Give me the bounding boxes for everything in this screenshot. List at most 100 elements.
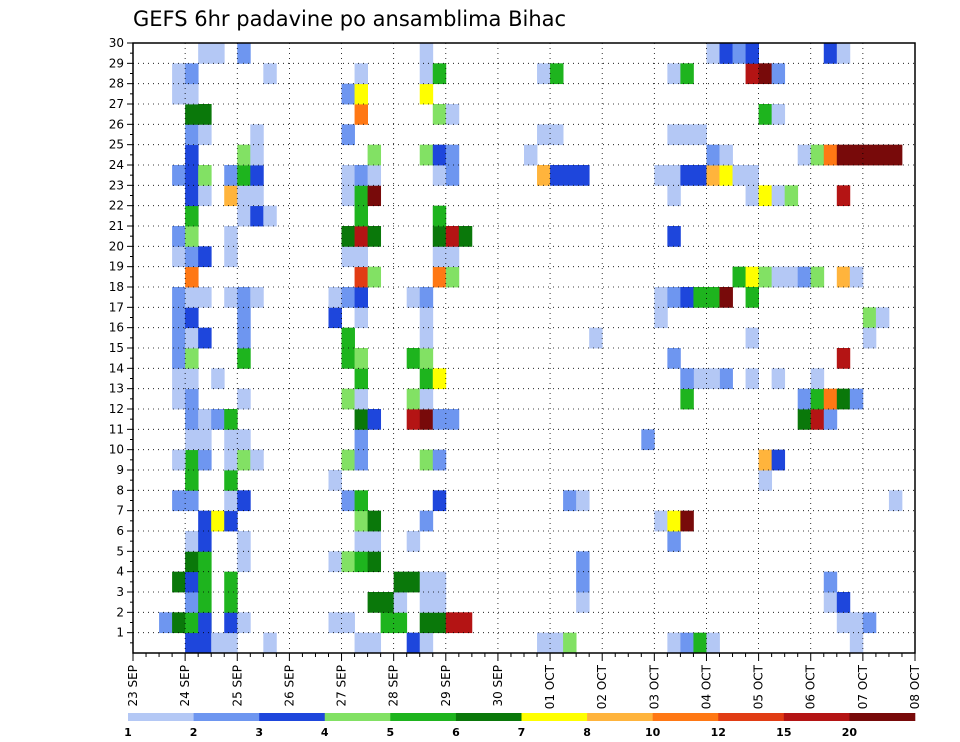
heatmap-cell <box>550 165 564 186</box>
heatmap-cell <box>745 165 759 186</box>
heatmap-cell <box>406 287 421 308</box>
heatmap-cell <box>419 348 434 369</box>
heatmap-cell <box>198 104 212 125</box>
heatmap-cell <box>654 510 668 532</box>
heatmap-cell <box>211 510 225 532</box>
y-tick-label: 26 <box>109 117 124 131</box>
heatmap-cell <box>185 246 199 268</box>
heatmap-cell <box>406 388 421 410</box>
heatmap-cell <box>172 307 186 329</box>
heatmap-cell <box>745 43 759 64</box>
heatmap-cell <box>328 612 342 634</box>
heatmap-cell <box>237 185 251 207</box>
heatmap-cell <box>836 43 851 64</box>
heatmap-cell <box>237 490 251 512</box>
x-tick-label: 04 OCT <box>699 664 713 709</box>
heatmap-cell <box>341 449 355 471</box>
heatmap-cell <box>263 205 277 227</box>
heatmap-cell <box>771 266 786 288</box>
heatmap-cell <box>836 348 851 369</box>
heatmap-cell <box>237 287 251 308</box>
heatmap-cell <box>445 266 460 288</box>
heatmap-cell <box>185 388 199 410</box>
legend-label: 20 <box>842 726 858 739</box>
y-tick-label: 16 <box>109 321 124 335</box>
heatmap-cell <box>224 490 238 512</box>
heatmap-cell <box>849 632 864 654</box>
legend-label: 6 <box>452 726 460 739</box>
heatmap-cell <box>250 124 264 146</box>
y-axis-ticks: 1234567891011121314151617181920212223242… <box>109 36 133 644</box>
heatmap-cell <box>771 185 786 207</box>
heatmap-cell <box>419 287 434 308</box>
heatmap-cell <box>367 266 382 288</box>
heatmap-cell <box>237 551 251 573</box>
heatmap-cell <box>419 449 434 471</box>
heatmap-cell <box>185 632 199 654</box>
heatmap-cell <box>641 429 655 451</box>
heatmap-cell <box>172 612 186 634</box>
heatmap-cell <box>198 592 212 613</box>
heatmap-cell <box>354 287 368 308</box>
heatmap-cell <box>250 185 264 207</box>
color-legend: 1 2 3 4 5 6 7 8 10 12 15 20 <box>124 713 916 739</box>
heatmap-cell <box>250 449 264 471</box>
heatmap-cell <box>654 307 668 329</box>
heatmap-cell <box>667 348 681 369</box>
heatmap-cell <box>185 63 199 85</box>
heatmap-cell <box>185 531 199 552</box>
heatmap-cell <box>745 185 759 207</box>
legend-swatch <box>324 713 391 721</box>
x-tick-label: 01 OCT <box>543 664 557 709</box>
heatmap-cell <box>667 226 681 247</box>
heatmap-cell <box>224 571 238 593</box>
heatmap-cell <box>354 551 368 573</box>
heatmap-cell <box>224 409 238 430</box>
heatmap-cell <box>563 490 577 512</box>
y-tick-label: 15 <box>109 341 124 355</box>
heatmap-cell <box>341 185 355 207</box>
legend-swatch <box>259 713 326 721</box>
heatmap-cell <box>432 612 447 634</box>
heatmap-cell <box>719 368 733 390</box>
y-tick-label: 25 <box>109 138 124 152</box>
heatmap-cell <box>550 124 564 146</box>
heatmap-cell <box>419 144 434 166</box>
y-tick-label: 2 <box>116 605 124 619</box>
y-tick-label: 18 <box>109 280 124 294</box>
legend-swatch <box>193 713 260 721</box>
heatmap-cell <box>667 287 681 308</box>
heatmap-cell <box>328 287 342 308</box>
heatmap-cell <box>185 612 199 634</box>
heatmap-cell <box>237 449 251 471</box>
heatmap-cell <box>771 449 786 471</box>
heatmap-cell <box>185 470 199 491</box>
heatmap-cell <box>823 409 838 430</box>
heatmap-cell <box>849 612 864 634</box>
legend-label: 3 <box>255 726 263 739</box>
heatmap-cell <box>237 205 251 227</box>
heatmap-cell <box>862 612 877 634</box>
heatmap-cell <box>224 612 238 634</box>
heatmap-cell <box>445 144 460 166</box>
heatmap-cell <box>419 612 434 634</box>
y-tick-label: 8 <box>116 483 124 497</box>
heatmap-cell <box>784 266 799 288</box>
y-tick-label: 5 <box>116 544 124 558</box>
x-tick-label: 02 OCT <box>595 664 609 709</box>
heatmap-cell <box>341 612 355 634</box>
heatmap-cell <box>758 185 773 207</box>
heatmap-cell <box>224 246 238 268</box>
heatmap-cell <box>576 490 590 512</box>
heatmap-cell <box>745 327 759 349</box>
heatmap-cell <box>654 287 668 308</box>
plot-frame <box>132 42 916 654</box>
heatmap-cell <box>185 83 199 105</box>
heatmap-cell <box>198 287 212 308</box>
y-tick-label: 9 <box>116 463 124 477</box>
heatmap-cell <box>185 205 199 227</box>
legend-label: 4 <box>321 726 329 739</box>
heatmap-cell <box>810 266 825 288</box>
legend-label: 5 <box>387 726 395 739</box>
heatmap-cell <box>198 510 212 532</box>
